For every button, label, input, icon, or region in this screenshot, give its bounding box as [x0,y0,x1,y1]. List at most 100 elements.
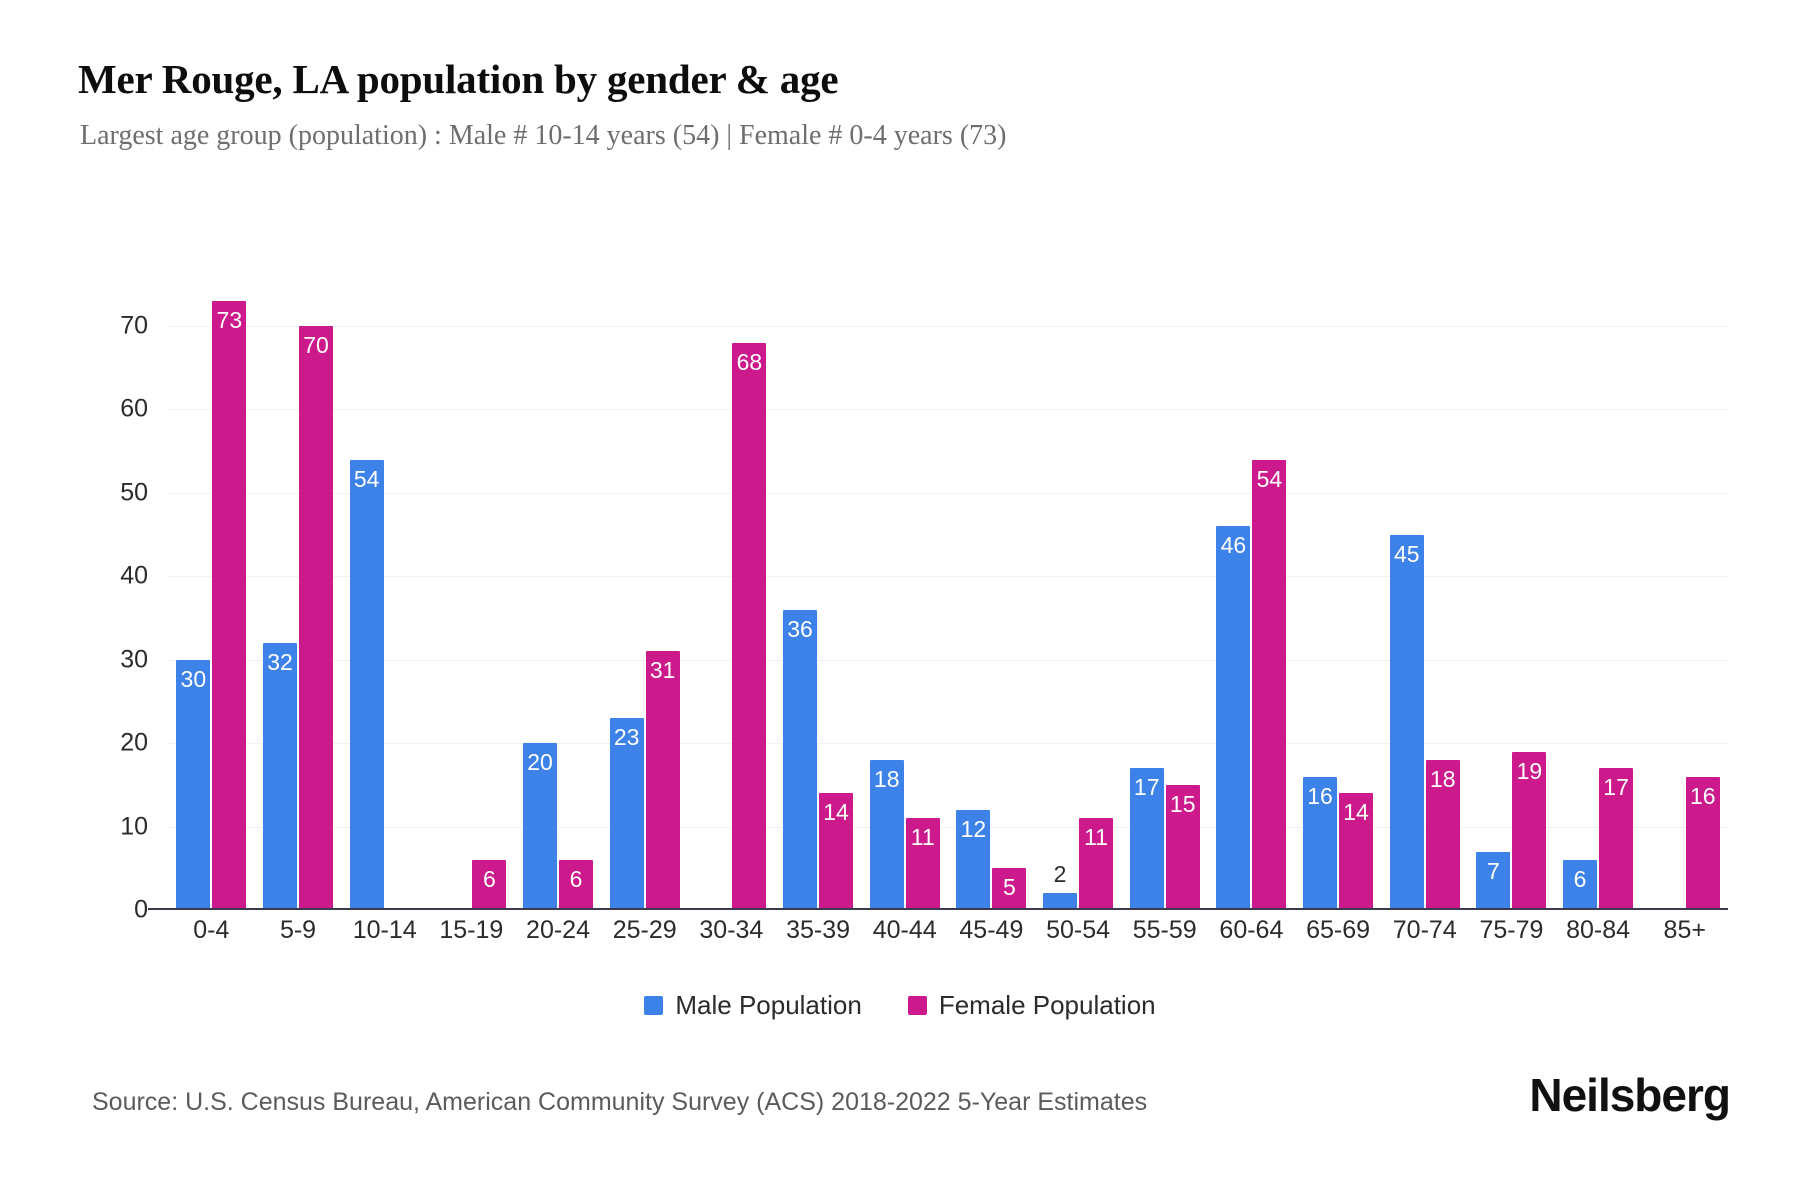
bar-value-label: 16 [1689,782,1716,809]
gridline [168,326,1728,328]
x-axis-tick-label: 35-39 [786,916,851,944]
bar-female[interactable]: 14 [819,793,854,910]
x-axis-labels: 0-4 5-9 10-14 15-19 20-24 25-29 30-34 35-39 40-4… [168,916,1728,945]
x-axis-tick-label: 70-74 [1392,916,1457,944]
bar-value-label: 18 [873,765,900,792]
bar-value-label: 15 [1169,790,1196,817]
bar-value-label: 7 [1487,857,1500,884]
bar-female[interactable]: 68 [732,342,767,910]
bar-female[interactable]: 70 [299,326,333,910]
x-axis-tick-label: 30-34 [699,916,764,944]
bar-group: 45 18 [1381,276,1468,910]
bar-female[interactable]: 11 [1079,818,1114,910]
bar-groups: 30 73 32 70 54 6 20 6 23 31 68 36 14 18 11 12 5 2 11 17 15 46… [168,276,1728,910]
y-axis-tick-label: 70 [120,311,148,340]
bar-value-label: 2 [1053,861,1067,888]
y-axis-ticks: 0 10 20 30 40 50 60 70 [70,276,148,924]
bar-value-label: 68 [736,348,763,375]
bar-group: 23 31 [601,276,688,910]
bar-value-label: 19 [1516,757,1543,784]
x-axis-tick-label: 85+ [1663,916,1706,944]
bar-group: 17 15 [1121,276,1208,910]
bar-value-label: 18 [1429,765,1456,792]
bar-female[interactable]: 16 [1685,776,1720,910]
bar-value-label: 45 [1393,540,1420,567]
brand-logo: Neilsberg [1529,1069,1731,1121]
bar-value-label: 54 [353,465,380,492]
bar-group: 54 [341,276,428,910]
bar-male[interactable]: 20 [523,743,558,910]
x-axis-tick-label: 80-84 [1566,916,1631,944]
x-axis-tick-label: 0-4 [193,916,230,944]
gridline [168,743,1728,745]
bar-male[interactable]: 45 [1389,534,1424,910]
x-axis-tick-label: 25-29 [612,916,677,944]
x-axis-tick-label: 10-14 [352,916,417,944]
y-axis-tick-label: 60 [120,394,148,423]
bar-group: 18 11 [861,276,948,910]
bar-male[interactable]: 17 [1129,768,1164,910]
bar-group: 32 70 [255,276,342,910]
y-axis-tick-label: 20 [120,728,148,757]
bar-female[interactable]: 73 [212,301,247,910]
bar-group: 16 14 [1295,276,1382,910]
bar-value-label: 6 [1573,865,1587,892]
bar-male[interactable]: 7 [1476,851,1511,910]
bar-female[interactable]: 18 [1425,759,1460,910]
bar-male[interactable]: 2 [1043,861,1078,910]
bar-value-label: 17 [1133,774,1160,801]
legend-item-male[interactable]: Male Population [644,990,862,1021]
bar-male[interactable]: 16 [1303,776,1338,910]
bar-value-label: 11 [910,824,935,851]
y-axis-tick-label: 10 [120,812,148,841]
bar-male[interactable]: 30 [176,659,211,910]
legend-swatch-female-icon [907,996,927,1015]
bar-female[interactable]: 17 [1599,768,1634,910]
y-axis-tick-label: 40 [120,561,148,590]
bar-female[interactable]: 14 [1339,793,1374,910]
bar-female[interactable]: 6 [559,859,594,910]
bar-female[interactable]: 5 [992,868,1027,910]
source-note: Source: U.S. Census Bureau, American Com… [92,1088,1148,1116]
bar-value-label: 73 [216,307,243,334]
bar-male[interactable]: 23 [609,718,644,910]
bar-value-label: 12 [960,815,987,842]
x-axis-tick-label: 5-9 [279,916,317,944]
legend-item-female[interactable]: Female Population [907,990,1156,1021]
page-subtitle: Largest age group (population) : Male # … [80,120,1007,151]
bar-male[interactable]: 6 [1563,859,1598,910]
bar-female[interactable]: 19 [1512,751,1547,910]
bar-value-label: 30 [180,665,207,692]
y-axis-tick-label: 0 [134,895,148,924]
y-axis-tick-label: 30 [120,645,148,674]
page-title: Mer Rouge, LA population by gender & age [78,56,839,102]
legend-label-male: Male Population [675,990,862,1020]
bar-value-label: 5 [1002,874,1016,901]
bar-value-label: 31 [649,657,676,684]
bar-value-label: 11 [1084,824,1108,851]
x-axis-line [148,908,1728,910]
bar-female[interactable]: 54 [1252,459,1287,910]
bar-male[interactable]: 54 [349,459,384,910]
bar-male[interactable]: 18 [869,759,904,910]
legend-swatch-male-icon [644,996,664,1015]
bar-value-label: 23 [613,724,640,751]
bar-male[interactable]: 36 [783,609,818,910]
bar-female[interactable]: 15 [1165,784,1200,910]
bar-female[interactable]: 31 [645,651,680,910]
bar-group: 7 19 [1468,276,1555,910]
bar-group: 68 [688,276,775,910]
bar-value-label: 20 [527,749,553,776]
bar-female[interactable]: 11 [905,818,940,910]
bar-group: 12 5 [948,276,1035,910]
bar-male[interactable]: 12 [956,809,991,910]
y-axis-tick-label: 50 [120,478,148,507]
bar-male[interactable]: 46 [1216,526,1251,910]
bar-female[interactable]: 6 [472,859,507,910]
bar-value-label: 54 [1256,465,1283,492]
bar-male[interactable]: 32 [263,643,297,910]
x-axis-tick-label: 45-49 [959,916,1024,944]
x-axis-tick-label: 15-19 [439,916,504,944]
bar-value-label: 46 [1220,532,1247,559]
chart-legend: Male Population Female Population [0,990,1800,1021]
